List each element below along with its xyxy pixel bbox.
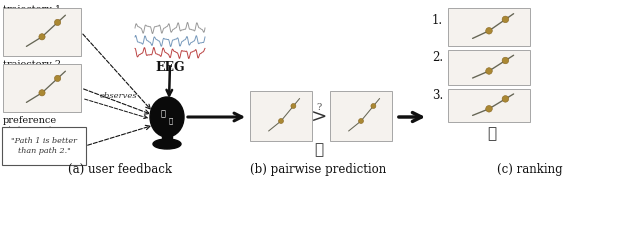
- Text: ?: ?: [316, 102, 322, 111]
- Text: >: >: [311, 109, 327, 127]
- Circle shape: [291, 103, 296, 109]
- FancyBboxPatch shape: [448, 89, 530, 122]
- Text: observes: observes: [99, 92, 137, 100]
- Circle shape: [371, 103, 376, 109]
- Text: ⋮: ⋮: [314, 143, 324, 157]
- Text: 3.: 3.: [432, 89, 444, 102]
- Circle shape: [54, 75, 61, 81]
- Text: (b) pairwise prediction: (b) pairwise prediction: [250, 163, 386, 176]
- Circle shape: [502, 16, 509, 23]
- Ellipse shape: [153, 139, 181, 149]
- Text: (a) user feedback: (a) user feedback: [68, 163, 172, 176]
- Circle shape: [486, 68, 492, 74]
- FancyBboxPatch shape: [448, 8, 530, 46]
- Text: (c) ranking: (c) ranking: [497, 163, 563, 176]
- Ellipse shape: [150, 97, 184, 137]
- Text: trajectory 2: trajectory 2: [3, 60, 61, 69]
- Circle shape: [358, 118, 364, 124]
- Circle shape: [54, 19, 61, 26]
- Circle shape: [502, 96, 509, 102]
- FancyBboxPatch shape: [2, 127, 86, 165]
- FancyBboxPatch shape: [330, 91, 392, 141]
- Text: 1.: 1.: [432, 14, 443, 27]
- FancyBboxPatch shape: [448, 50, 530, 85]
- Text: "Path 1 is better
than path 2.": "Path 1 is better than path 2.": [11, 137, 77, 155]
- Text: ⋮: ⋮: [488, 127, 497, 141]
- Text: 2.: 2.: [432, 51, 443, 64]
- Circle shape: [39, 34, 45, 40]
- Text: 👎: 👎: [169, 118, 173, 124]
- Circle shape: [39, 90, 45, 96]
- Circle shape: [278, 118, 284, 124]
- Circle shape: [486, 106, 492, 112]
- FancyBboxPatch shape: [3, 64, 81, 112]
- Text: preference
statement: preference statement: [3, 116, 57, 135]
- FancyBboxPatch shape: [162, 135, 172, 139]
- Circle shape: [486, 28, 492, 34]
- Text: 👍: 👍: [161, 110, 166, 118]
- Text: trajectory 1: trajectory 1: [3, 5, 61, 14]
- FancyBboxPatch shape: [3, 8, 81, 56]
- Circle shape: [502, 57, 509, 64]
- FancyBboxPatch shape: [250, 91, 312, 141]
- Text: EEG: EEG: [155, 61, 185, 74]
